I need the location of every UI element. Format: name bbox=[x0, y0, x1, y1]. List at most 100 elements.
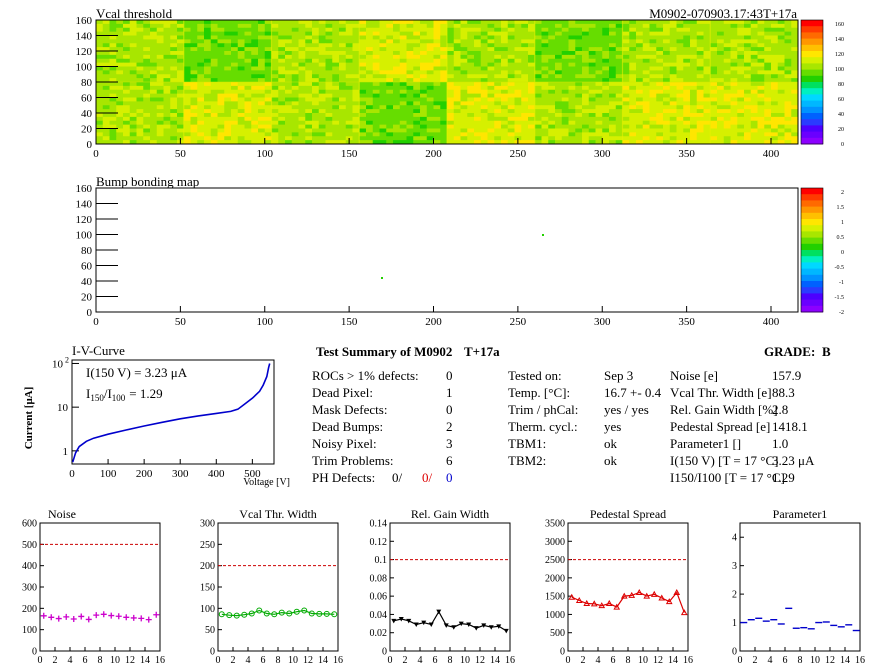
vcal-pixel bbox=[150, 54, 158, 60]
vcal-pixel bbox=[372, 116, 380, 122]
vcal-pixel bbox=[487, 66, 495, 71]
vcal-pixel bbox=[757, 85, 765, 91]
vcal-pixel bbox=[379, 124, 387, 129]
vcal-pixel bbox=[447, 70, 455, 75]
vcal-pixel bbox=[622, 89, 630, 95]
vcal-pixel bbox=[271, 113, 279, 118]
vcal-pixel bbox=[156, 124, 164, 129]
vcal-pixel bbox=[177, 101, 185, 106]
vcal-pixel bbox=[561, 105, 569, 110]
vcal-pixel bbox=[190, 93, 198, 98]
vcal-pixel bbox=[696, 140, 704, 145]
vcal-pixel bbox=[534, 62, 542, 67]
vcal-pixel bbox=[271, 66, 279, 71]
vcal-pixel bbox=[744, 27, 752, 33]
vcal-pixel bbox=[521, 70, 529, 75]
vcal-pixel bbox=[730, 85, 738, 91]
vcal-pixel bbox=[345, 27, 353, 33]
vcal-pixel bbox=[669, 113, 677, 118]
vcal-pixel bbox=[271, 124, 279, 129]
vcal-pixel bbox=[312, 136, 320, 141]
vcal-pixel bbox=[372, 140, 380, 145]
vcal-pixel bbox=[629, 105, 637, 110]
vcal-pixel bbox=[730, 120, 738, 126]
vcal-pixel bbox=[528, 20, 536, 25]
vcal-pixel bbox=[501, 89, 509, 95]
vcal-pixel bbox=[744, 43, 752, 48]
vcal-pixel bbox=[278, 124, 286, 129]
vcal-pixel bbox=[696, 93, 704, 98]
vcal-pixel bbox=[609, 120, 617, 126]
vcal-pixel bbox=[609, 62, 617, 67]
vcal-pixel bbox=[703, 124, 711, 129]
vcal-pixel bbox=[582, 89, 590, 95]
vcal-pixel bbox=[561, 62, 569, 67]
vcal-pixel bbox=[298, 109, 306, 114]
vcal-pixel bbox=[744, 97, 752, 102]
vcal-pixel bbox=[102, 113, 110, 118]
vcal-pixel bbox=[791, 43, 799, 48]
vcal-pixel bbox=[622, 85, 630, 91]
vcal-pixel bbox=[359, 70, 367, 75]
vcal-pixel bbox=[298, 97, 306, 102]
vcal-pixel bbox=[204, 70, 212, 75]
vcal-pixel bbox=[237, 58, 245, 64]
vcal-pixel bbox=[224, 43, 232, 48]
vcal-pixel bbox=[750, 105, 758, 110]
vcal-pixel bbox=[116, 23, 124, 29]
vcal-pixel bbox=[251, 113, 259, 118]
param-label: I(150 V) [T = 17 °C] bbox=[670, 453, 779, 468]
vcal-pixel bbox=[642, 20, 650, 25]
vcal-pixel bbox=[494, 20, 502, 25]
vcal-pixel bbox=[325, 136, 333, 141]
vcal-pixel bbox=[534, 109, 542, 114]
vcal-pixel bbox=[204, 39, 212, 44]
vcal-pixel bbox=[237, 54, 245, 60]
vcal-pixel bbox=[251, 140, 259, 145]
vcal-pixel bbox=[312, 58, 320, 64]
vcal-pixel bbox=[474, 27, 482, 33]
vcal-pixel bbox=[129, 54, 137, 60]
vcal-pixel bbox=[102, 74, 110, 79]
mini-y-tick-label: 1000 bbox=[545, 610, 565, 621]
vcal-pixel bbox=[548, 43, 556, 48]
vcal-pixel bbox=[96, 128, 104, 133]
vcal-pixel bbox=[339, 120, 347, 126]
mini-point bbox=[226, 612, 233, 619]
vcal-pixel bbox=[764, 35, 772, 40]
vcal-pixel bbox=[298, 82, 306, 87]
vcal-pixel bbox=[602, 31, 610, 36]
vcal-pixel bbox=[737, 120, 745, 126]
vcal-pixel bbox=[143, 35, 151, 40]
mini-point bbox=[680, 609, 688, 616]
vcal-pixel bbox=[507, 54, 515, 60]
vcal-pixel bbox=[663, 54, 671, 60]
vcal-pixel bbox=[426, 35, 434, 40]
vcal-pixel bbox=[312, 43, 320, 48]
vcal-pixel bbox=[669, 23, 677, 29]
vcal-pixel bbox=[771, 23, 779, 29]
vcal-pixel bbox=[271, 35, 279, 40]
vcal-pixel bbox=[696, 43, 704, 48]
vcal-pixel bbox=[568, 74, 576, 79]
vcal-pixel bbox=[602, 109, 610, 114]
vcal-pixel bbox=[332, 120, 340, 126]
vcal-pixel bbox=[683, 105, 691, 110]
vcal-pixel bbox=[197, 82, 205, 87]
vcal-pixel bbox=[123, 43, 131, 48]
vcal-pixel bbox=[609, 51, 617, 56]
vcal-pixel bbox=[129, 132, 137, 137]
vcal-pixel bbox=[609, 132, 617, 137]
vcal-pixel bbox=[433, 78, 441, 83]
vcal-pixel bbox=[656, 128, 664, 133]
vcal-pixel bbox=[271, 43, 279, 48]
vcal-pixel bbox=[683, 101, 691, 106]
vcal-pixel bbox=[615, 93, 623, 98]
vcal-pixel bbox=[595, 85, 603, 91]
vcal-pixel bbox=[271, 97, 279, 102]
vcal-pixel bbox=[224, 120, 232, 126]
vcal-pixel bbox=[467, 93, 475, 98]
vcal-pixel bbox=[588, 20, 596, 25]
vcal-pixel bbox=[642, 140, 650, 145]
